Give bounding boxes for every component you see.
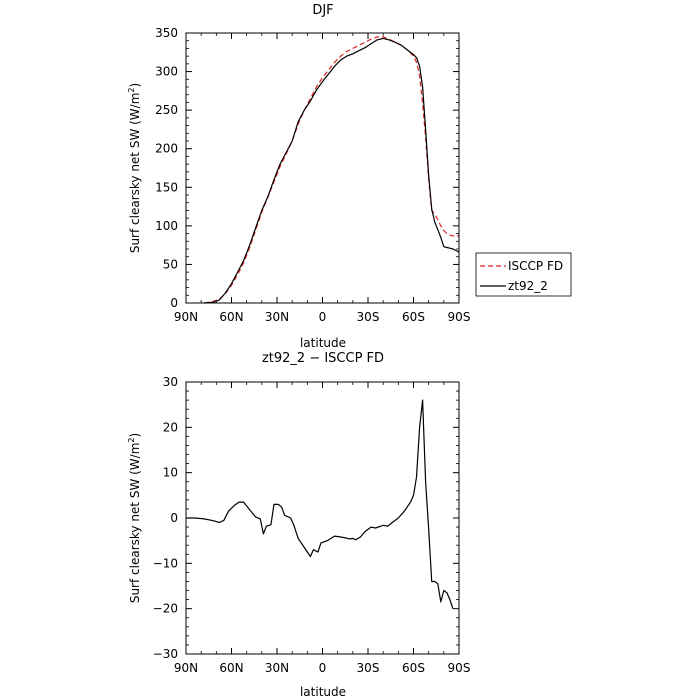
bottom-y-tick-label: 20 (163, 420, 178, 434)
top-chart-title: DJF (312, 3, 333, 18)
bottom-x-tick-label: 30N (265, 661, 289, 675)
top-x-tick-label: 60S (402, 310, 425, 324)
bottom-x-axis-label: latitude (300, 685, 346, 699)
legend: ISCCP FD zt92_2 (475, 252, 572, 297)
top-y-tick-label: 350 (155, 26, 178, 40)
top-panel: DJF 90N 60N 30N 0 30S 60S 90S 0 50 100 150 200 250 30… (127, 3, 572, 350)
top-plot-frame (185, 32, 460, 304)
top-y-tick-label: 250 (155, 103, 178, 117)
bottom-y-tick-label: 0 (170, 511, 178, 525)
bottom-y-tick-label: −10 (153, 556, 178, 570)
bottom-chart-title: zt92_2 − ISCCP FD (262, 351, 384, 366)
bottom-y-tick-label: 30 (163, 375, 178, 389)
bottom-x-tick-label: 90S (448, 661, 471, 675)
top-plot-area (204, 36, 460, 304)
bottom-series-line-difference (186, 399, 454, 609)
top-x-tick-label: 30S (357, 310, 380, 324)
legend-label-zt92-2: zt92_2 (508, 279, 548, 293)
bottom-plot-frame (185, 381, 460, 655)
top-y-tick-label: 50 (163, 257, 178, 271)
top-y-tick-label: 0 (170, 296, 178, 310)
top-y-tick-label: 100 (155, 219, 178, 233)
bottom-x-tick-label: 60N (219, 661, 243, 675)
top-x-axis-label: latitude (300, 336, 346, 350)
bottom-y-tick-label: −20 (153, 602, 178, 616)
bottom-panel: zt92_2 − ISCCP FD 90N 60N 30N 0 30S 60S 90S −30… (127, 351, 470, 699)
top-series-line-zt92-2 (204, 37, 460, 304)
top-x-tick-label: 0 (319, 310, 327, 324)
bottom-x-tick-label: 0 (319, 661, 327, 675)
bottom-y-tick-label: 10 (163, 466, 178, 480)
bottom-x-tick-label: 90N (174, 661, 198, 675)
top-y-tick-label: 200 (155, 142, 178, 156)
legend-box (475, 252, 572, 297)
top-y-tick-label: 150 (155, 180, 178, 194)
legend-label-isccp-fd: ISCCP FD (508, 259, 563, 273)
top-y-tick-label: 300 (155, 65, 178, 79)
top-series-line-isccp-fd (204, 36, 459, 304)
top-y-axis-label: Surf clearsky net SW (W/m2) (127, 83, 142, 253)
top-x-tick-label: 30N (265, 310, 289, 324)
top-x-tick-label: 90S (448, 310, 471, 324)
top-x-tick-label: 90N (174, 310, 198, 324)
bottom-y-tick-label: −30 (153, 647, 178, 661)
bottom-y-axis-label: Surf clearsky net SW (W/m2) (127, 433, 142, 603)
bottom-x-tick-label: 30S (357, 661, 380, 675)
top-axes: 90N 60N 30N 0 30S 60S 90S 0 50 100 150 200 250 300 350 (155, 26, 470, 324)
top-x-tick-label: 60N (219, 310, 243, 324)
bottom-x-tick-label: 60S (402, 661, 425, 675)
bottom-plot-area (186, 399, 454, 609)
